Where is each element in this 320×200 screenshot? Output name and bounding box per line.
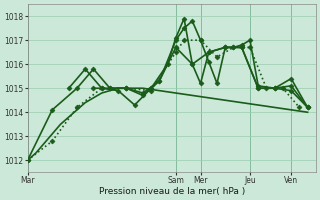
X-axis label: Pression niveau de la mer( hPa ): Pression niveau de la mer( hPa ) (99, 187, 245, 196)
